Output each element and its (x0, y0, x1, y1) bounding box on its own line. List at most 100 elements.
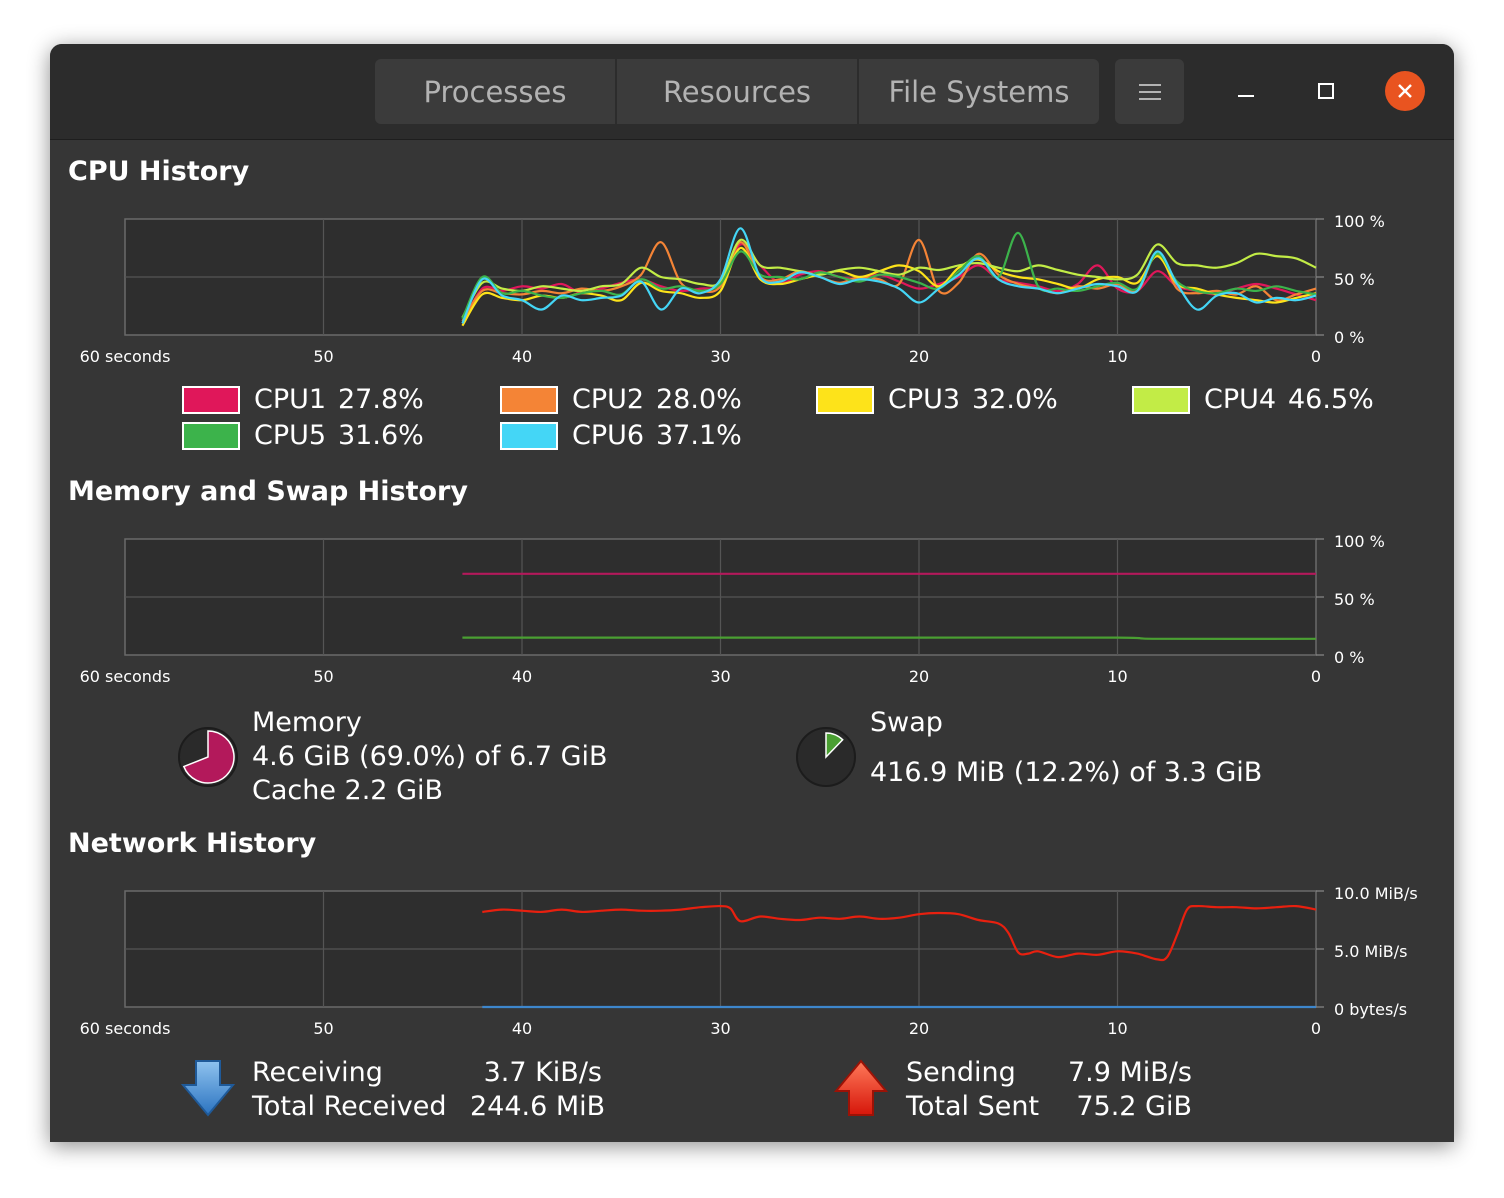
memory-y-tick-label: 0 % (1334, 648, 1364, 667)
network-x-tick-label: 60 seconds (80, 1019, 171, 1038)
cpu-y-tick-label: 50 % (1334, 270, 1375, 289)
legend-cpu5[interactable]: CPU5 31.6% (182, 420, 424, 451)
memory-x-tick-label: 40 (512, 667, 532, 686)
cpu-x-tick-label: 20 (909, 347, 929, 366)
cpu6-value: 37.1% (656, 420, 742, 451)
sending-labels: Sending Total Sent (906, 1056, 1039, 1124)
network-x-tick-label: 30 (710, 1019, 730, 1038)
minimize-icon (1238, 95, 1254, 97)
cpu3-color-swatch (816, 385, 874, 414)
swap-usage: 416.9 MiB (12.2%) of 3.3 GiB (870, 757, 1263, 788)
cpu2-value: 28.0% (656, 384, 742, 415)
tab-processes[interactable]: Processes (375, 59, 615, 124)
header-bar: Processes Resources File Systems (50, 44, 1454, 140)
cpu5-label: CPU5 (254, 420, 327, 451)
receiving-arrow-icon (180, 1060, 236, 1117)
network-x-tick-label: 50 (313, 1019, 333, 1038)
memory-x-tick-label: 0 (1311, 667, 1321, 686)
network-series-sending (482, 904, 1317, 962)
view-switcher: Processes Resources File Systems (375, 59, 1099, 124)
network-y-tick-label: 0 bytes/s (1334, 1000, 1407, 1019)
swap-pie-icon[interactable] (795, 726, 857, 788)
cpu-history-title: CPU History (68, 156, 250, 187)
memory-history-chart: 60 seconds 50 40 30 20 10 0 100 % 50 % 0 % (80, 534, 1385, 686)
network-history-chart: 60 seconds 50 40 30 20 10 0 10.0 MiB/s 5.0 MiB/s… (80, 886, 1418, 1038)
memory-history-title: Memory and Swap History (68, 476, 468, 507)
cpu2-label: CPU2 (572, 384, 645, 415)
network-x-tick-label: 20 (909, 1019, 929, 1038)
network-history-title: Network History (68, 828, 317, 859)
memory-y-tick-label: 100 % (1334, 534, 1385, 551)
cpu-x-tick-label: 30 (710, 347, 730, 366)
cpu5-color-swatch (182, 421, 240, 450)
sending-rate: 7.9 MiB/s (1067, 1057, 1192, 1088)
cpu6-color-swatch (500, 421, 558, 450)
system-monitor-window: Processes Resources File Systems (50, 44, 1454, 1142)
menu-button[interactable] (1115, 59, 1184, 124)
cpu-x-tick-label: 10 (1107, 347, 1127, 366)
legend-cpu6[interactable]: CPU6 37.1% (500, 420, 742, 451)
memory-cache: Cache 2.2 GiB (252, 775, 444, 806)
memory-x-tick-label: 30 (710, 667, 730, 686)
cpu4-label: CPU4 (1204, 384, 1277, 415)
sending-arrow-icon (833, 1059, 889, 1116)
cpu4-value: 46.5% (1288, 384, 1374, 415)
legend-cpu1[interactable]: CPU1 27.8% (182, 384, 424, 415)
network-y-tick-label: 5.0 MiB/s (1334, 942, 1407, 961)
cpu3-value: 32.0% (972, 384, 1058, 415)
cpu-series-cpu6 (461, 227, 1317, 324)
receiving-values: 3.7 KiB/s 244.6 MiB (470, 1056, 606, 1124)
maximize-button[interactable] (1306, 71, 1346, 111)
memory-pie-icon[interactable] (177, 726, 239, 788)
swap-pie-slice (825, 732, 844, 759)
memory-pie-slice (182, 730, 235, 784)
cpu-history-chart: 60 seconds 50 40 30 20 10 0 100 % 50 % 0 % (80, 214, 1385, 366)
cpu5-value: 31.6% (338, 420, 424, 451)
cpu3-label: CPU3 (888, 384, 961, 415)
cpu2-color-swatch (500, 385, 558, 414)
receiving-rate: 3.7 KiB/s (483, 1057, 602, 1088)
close-icon (1398, 84, 1412, 98)
total-received: 244.6 MiB (470, 1091, 606, 1122)
network-x-tick-label: 10 (1107, 1019, 1127, 1038)
legend-cpu4[interactable]: CPU4 46.5% (1132, 384, 1374, 415)
sending-label: Sending (906, 1057, 1016, 1088)
memory-x-tick-label: 20 (909, 667, 929, 686)
memory-x-tick-label: 60 seconds (80, 667, 171, 686)
cpu1-label: CPU1 (254, 384, 327, 415)
memory-usage: 4.6 GiB (69.0%) of 6.7 GiB (252, 741, 608, 772)
memory-x-tick-label: 50 (313, 667, 333, 686)
cpu-series-cpu4 (461, 238, 1317, 319)
cpu-x-tick-label: 40 (512, 347, 532, 366)
receiving-label: Receiving (252, 1057, 383, 1088)
memory-info: Memory 4.6 GiB (69.0%) of 6.7 GiB Cache … (252, 706, 608, 808)
network-x-tick-label: 0 (1311, 1019, 1321, 1038)
legend-cpu3[interactable]: CPU3 32.0% (816, 384, 1058, 415)
tab-file-systems[interactable]: File Systems (859, 59, 1099, 124)
swap-info: Swap 416.9 MiB (12.2%) of 3.3 GiB (870, 706, 1262, 790)
total-sent-label: Total Sent (906, 1091, 1040, 1122)
cpu6-label: CPU6 (572, 420, 645, 451)
receiving-labels: Receiving Total Received (252, 1056, 446, 1124)
sending-values: 7.9 MiB/s 75.2 GiB (1060, 1056, 1192, 1124)
cpu-x-tick-label: 0 (1311, 347, 1321, 366)
total-sent: 75.2 GiB (1076, 1091, 1192, 1122)
close-button[interactable] (1385, 71, 1425, 111)
minimize-button[interactable] (1226, 71, 1266, 111)
total-received-label: Total Received (252, 1091, 447, 1122)
cpu1-value: 27.8% (338, 384, 424, 415)
cpu4-color-swatch (1132, 385, 1190, 414)
cpu1-color-swatch (182, 385, 240, 414)
maximize-icon (1318, 83, 1334, 99)
cpu-x-tick-label: 60 seconds (80, 347, 171, 366)
cpu-y-tick-label: 100 % (1334, 214, 1385, 231)
memory-x-tick-label: 10 (1107, 667, 1127, 686)
network-x-tick-label: 40 (512, 1019, 532, 1038)
memory-label: Memory (252, 707, 362, 738)
hamburger-icon (1138, 83, 1161, 100)
legend-cpu2[interactable]: CPU2 28.0% (500, 384, 742, 415)
network-y-tick-label: 10.0 MiB/s (1334, 886, 1418, 903)
tab-resources[interactable]: Resources (617, 59, 857, 124)
cpu-x-tick-label: 50 (313, 347, 333, 366)
memory-y-tick-label: 50 % (1334, 590, 1375, 609)
